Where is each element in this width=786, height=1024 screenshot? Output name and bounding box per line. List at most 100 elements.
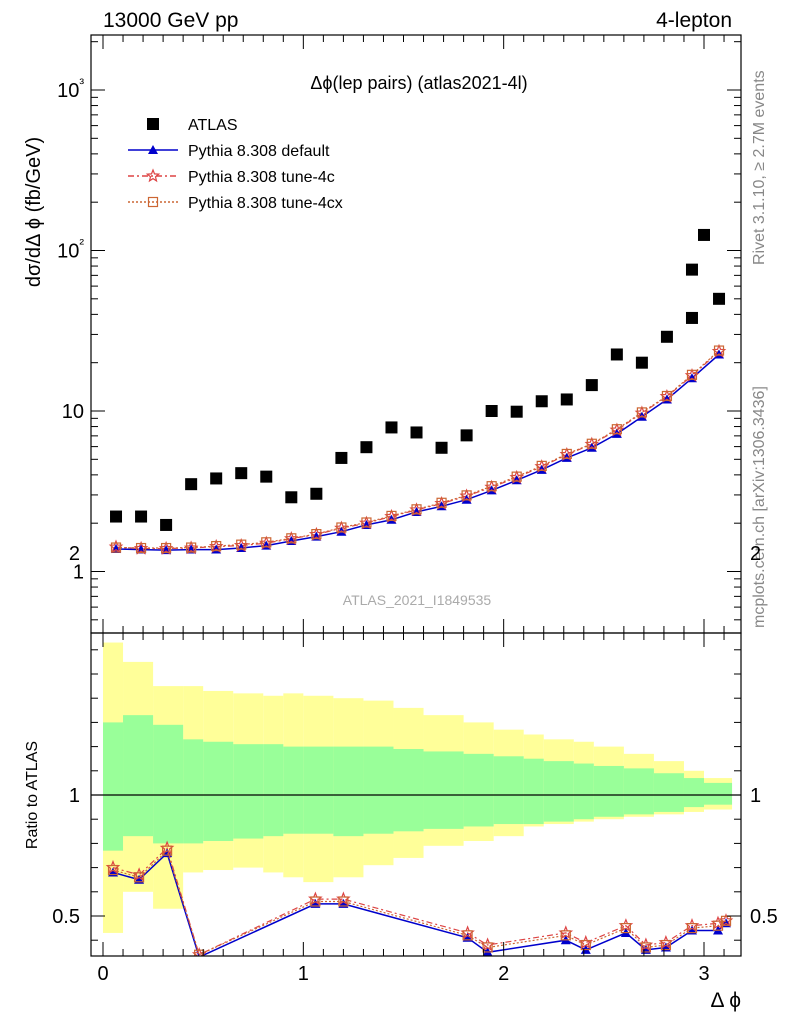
tune4cx-point (338, 896, 349, 907)
tune4cx-point (620, 922, 631, 934)
atlas-point (110, 510, 123, 523)
atlas-point (147, 118, 159, 130)
atlas-point (535, 395, 548, 408)
atlas-point (135, 510, 148, 523)
x-tick-label: 1 (298, 963, 309, 985)
ratio-y-tick-label: 1 (69, 785, 80, 807)
tune4cx-point (660, 939, 672, 951)
atlas-point (185, 478, 198, 491)
atlas-point (585, 379, 598, 392)
inner-band-bin (683, 778, 704, 808)
tune4cx-point (661, 390, 673, 402)
tune4cx-point (462, 930, 473, 941)
tune4cx-point (336, 522, 347, 533)
tune4cx-point (411, 504, 422, 515)
tune4cx-point (611, 424, 622, 435)
y-tick-label: 10² (57, 236, 84, 263)
atlas-point (610, 348, 623, 361)
header-right: 4-lepton (656, 9, 732, 32)
ratio-y-tick-label-right: 1 (750, 785, 761, 807)
tune4cx-point (482, 942, 493, 953)
series-line (115, 350, 720, 550)
tune4cx-point (720, 915, 732, 926)
atlas-point (510, 405, 523, 418)
tune4cx-point (461, 490, 472, 501)
tune4cx-point (110, 542, 122, 553)
tune4cx-point (686, 369, 698, 380)
tune4cx-point (107, 864, 119, 876)
atlas-point (310, 487, 323, 500)
atlas-point (360, 441, 373, 454)
uncertainty-bands (91, 642, 741, 933)
series-line (115, 350, 720, 549)
x-tick-label: 0 (97, 963, 108, 985)
ratio-line (112, 851, 727, 956)
legend-label: ATLAS (188, 117, 238, 134)
inner-band-bin (653, 773, 684, 812)
inner-band-bin (363, 746, 394, 834)
atlas-point (260, 470, 273, 483)
inner-band-bin (263, 744, 284, 837)
atlas-point (660, 330, 673, 343)
side-label-bottom: mcplots.cern.ch [arXiv:1306.3436] (751, 386, 768, 628)
legend-label: Pythia 8.308 tune-4cx (188, 195, 343, 212)
inner-band-bin (623, 768, 654, 815)
bottom-panel: 0.5 0.51 12 20 1 2 3 Ratio to ATLAS Δ ϕ (24, 543, 778, 1012)
tune4cx-point (162, 845, 173, 856)
inner-band-bin (333, 746, 364, 837)
atlas-point (560, 393, 573, 406)
x-tick-label: 2 (498, 963, 509, 985)
inner-band-bin (573, 763, 594, 820)
atlas-point (685, 263, 698, 276)
tune4cx-point (361, 517, 372, 528)
tune4cx-point (586, 438, 597, 449)
tune4cx-point (286, 533, 297, 544)
inner-band-bin (463, 753, 494, 827)
x-axis-label: Δ ϕ (711, 989, 741, 1012)
inner-band-bin (183, 739, 204, 844)
series-line (115, 353, 720, 551)
legend: ATLAS Pythia 8.308 default Pythia 8.308 tu… (128, 117, 343, 212)
tune4cx-point (560, 930, 571, 941)
tune4cx-point (147, 196, 159, 208)
inner-band-bin (203, 741, 234, 841)
inner-band-bin (233, 744, 264, 839)
y-tick-label: 10 (62, 401, 84, 423)
inner-band-bin (423, 751, 464, 829)
atlas-point (160, 518, 173, 531)
top-points (108, 228, 727, 555)
ratio-y-tick-label-right: 2 (750, 543, 761, 565)
ratio-line (112, 847, 727, 956)
bottom-ylabel: Ratio to ATLAS (24, 741, 41, 849)
ratio-lines (105, 840, 734, 956)
atlas-point (713, 292, 726, 305)
tune4cx-point (386, 510, 397, 522)
inner-band-bin (283, 746, 304, 834)
atlas-point (435, 441, 448, 454)
tune4cx-point (310, 896, 321, 907)
top-ylabel: dσ/dΔ ϕ (fb/GeV) (23, 137, 45, 287)
tune4cx-point (311, 529, 322, 540)
tune4cx-point (186, 542, 197, 553)
atlas-point (235, 467, 248, 480)
ratio-line (112, 849, 727, 956)
default-point (148, 145, 158, 154)
tune4cx-point (640, 942, 652, 953)
y-tick-label: 1 (73, 562, 84, 584)
tune4cx-point (436, 497, 447, 508)
tune4cx-point (580, 939, 591, 951)
inner-band-bin (704, 782, 733, 805)
inner-band-bin (103, 722, 124, 851)
atlas-point (210, 472, 223, 485)
legend-label: Pythia 8.308 default (188, 143, 330, 160)
atlas-point (410, 426, 423, 439)
atlas-point (698, 228, 710, 241)
tune4cx-point (261, 537, 272, 548)
tune4cx-point (713, 345, 725, 356)
top-panel: 1 10 10² 10³ Δϕ(lep pairs) (atlas2021-4l) A… (23, 34, 742, 634)
atlas-point (335, 451, 348, 464)
atlas-point (460, 429, 473, 442)
inner-band-bin (153, 724, 184, 844)
inner-band-bin (493, 756, 524, 825)
